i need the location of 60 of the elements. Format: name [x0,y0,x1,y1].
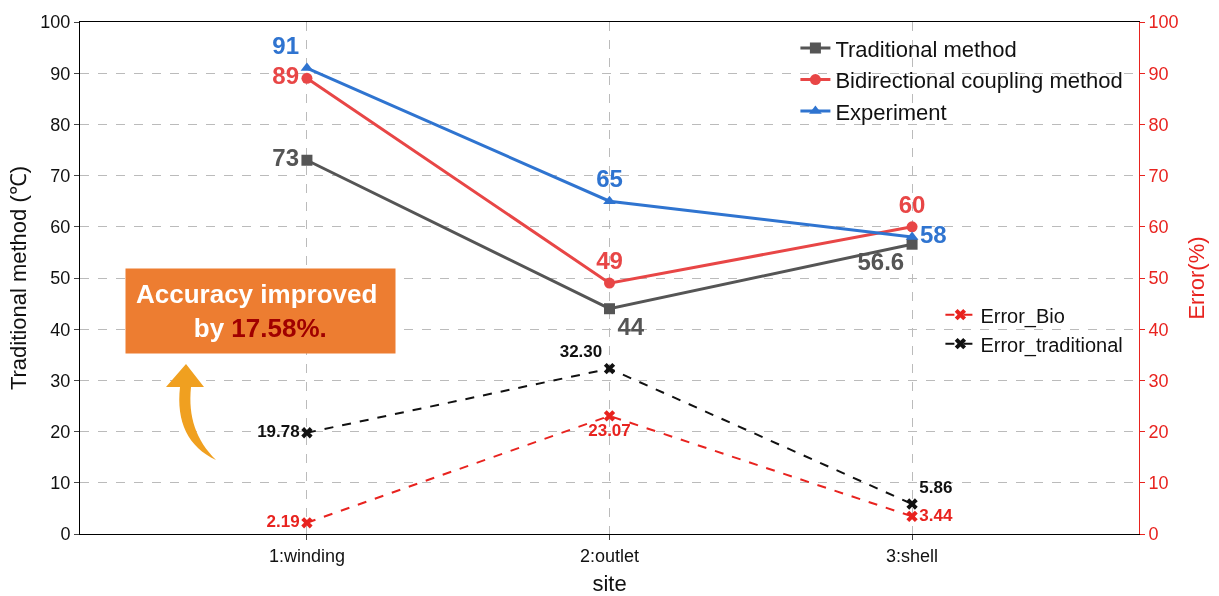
x-axis-title: site [592,571,627,596]
data-label: 65 [596,165,623,193]
point [906,238,918,250]
data-label: 44 [617,312,645,340]
x-tick-label: 1:winding [268,545,345,566]
y-tick-label: 50 [50,268,71,289]
y-tick-label: 20 [50,421,71,442]
y2-tick-label: 90 [1148,63,1169,84]
data-label: 19.78 [257,421,300,441]
y2-tick-label: 30 [1148,370,1169,391]
data-label: 58 [919,221,947,249]
data-label: 2.19 [266,512,300,532]
x-tick-label: 3:shell [886,545,939,566]
point [906,498,918,510]
data-label: 3.44 [919,505,953,525]
y-tick-label: 10 [50,473,71,494]
legend-label: Bidirectional coupling method [835,68,1123,94]
data-label: 73 [272,144,300,172]
point [301,427,313,439]
point [301,72,313,84]
point [301,517,313,529]
y2-tick-label: 50 [1148,268,1169,289]
data-label: 32.30 [559,342,603,362]
y2-tick-label: 40 [1148,319,1169,340]
data-label: 5.86 [919,477,953,497]
point [301,154,313,166]
y-tick-label: 60 [50,217,71,238]
x-tick-label: 2:outlet [579,545,640,566]
y-tick-label: 0 [60,524,71,545]
data-label: 60 [898,190,926,218]
legend-label: Traditional method [835,36,1017,62]
point [603,410,616,422]
y2-tick-label: 10 [1148,473,1169,494]
y2-tick-label: 100 [1148,12,1179,33]
data-label: 91 [272,32,300,60]
data-label: 49 [596,247,623,275]
legend-label: Experiment [835,99,947,125]
y-axis-title: Traditional method (℃) [6,165,31,391]
point [906,221,918,233]
annotation: Accuracy improved by 17.58%. [136,279,385,343]
point [603,362,616,375]
y-tick-label: 40 [50,319,71,340]
y2-tick-label: 20 [1148,421,1169,442]
y2-tick-label: 0 [1148,524,1159,545]
data-label: 23.07 [588,420,631,440]
y-tick-label: 100 [40,12,71,33]
point [604,277,615,289]
y-tick-label: 30 [50,370,71,391]
legend-label: Error_traditional [980,333,1123,357]
point [604,303,615,315]
y-tick-label: 80 [50,114,71,135]
y2-axis-title: Error(%) [1184,236,1209,320]
y-tick-label: 70 [50,165,71,186]
y2-tick-label: 60 [1148,217,1169,238]
y2-tick-label: 80 [1148,114,1169,135]
point [906,510,918,523]
y-tick-label: 90 [50,63,71,84]
data-label: 89 [272,62,300,90]
legend-label: Error_Bio [980,304,1065,328]
y2-tick-label: 70 [1148,165,1169,186]
